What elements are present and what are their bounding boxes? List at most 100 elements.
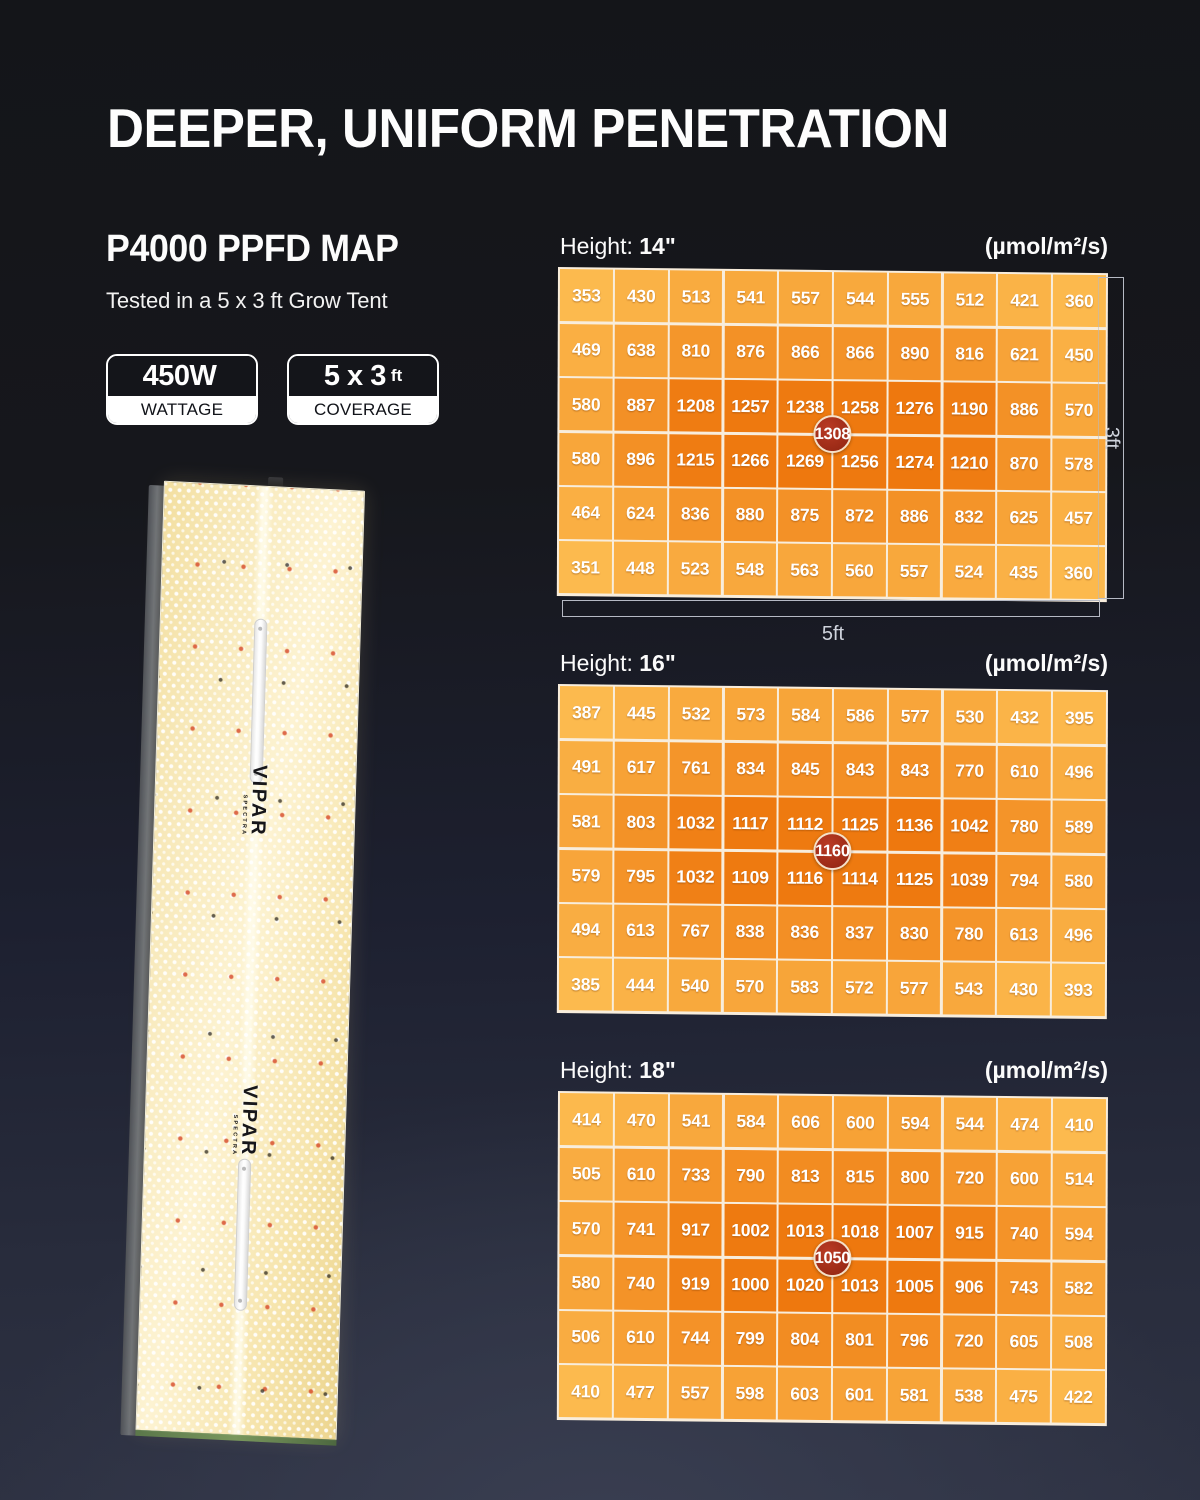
ppfd-cell: 887 bbox=[614, 378, 668, 432]
ppfd-cell: 524 bbox=[942, 545, 996, 599]
ppfd-cell: 505 bbox=[559, 1147, 613, 1201]
ppfd-cell: 740 bbox=[614, 1257, 667, 1310]
ppfd-cell: 886 bbox=[887, 490, 941, 544]
ppfd-cell: 843 bbox=[888, 744, 942, 798]
ppfd-cell: 410 bbox=[559, 1365, 612, 1418]
ppfd-cell: 580 bbox=[559, 378, 613, 431]
ppfd-cell: 610 bbox=[614, 1311, 667, 1365]
wattage-badge-value-row: 450W bbox=[108, 356, 256, 396]
ppfd-cell: 512 bbox=[943, 273, 997, 327]
depth-dimension-label: 3ft bbox=[1100, 426, 1123, 450]
ppfd-cell: 610 bbox=[614, 1148, 668, 1202]
ppfd-cell: 624 bbox=[614, 487, 667, 541]
page-title: DEEPER, UNIFORM PENETRATION bbox=[107, 97, 949, 159]
ppfd-cell: 594 bbox=[1052, 1207, 1106, 1261]
ppfd-cell: 570 bbox=[559, 1202, 613, 1255]
ppfd-cell: 557 bbox=[668, 1366, 722, 1420]
ppfd-cell: 523 bbox=[668, 542, 722, 596]
ppfd-cell: 1032 bbox=[669, 796, 722, 850]
ppfd-cell: 733 bbox=[669, 1149, 723, 1202]
grid-unit-label: (µmol/m²/s) bbox=[984, 233, 1108, 259]
ppfd-cell: 589 bbox=[1052, 800, 1106, 854]
grid-header: Height: 16" (µmol/m²/s) bbox=[558, 650, 1108, 684]
ppfd-cell: 625 bbox=[997, 491, 1051, 545]
ppfd-map-subtitle: Tested in a 5 x 3 ft Grow Tent bbox=[106, 288, 388, 313]
ppfd-cell: 845 bbox=[779, 743, 832, 796]
grid-unit-label: (µmol/m²/s) bbox=[984, 1057, 1108, 1083]
ppfd-cell: 422 bbox=[1052, 1370, 1105, 1424]
ppfd-heatmap-wrapper: 414 470 541 584 606 600 594 544 474 410 505 610 733 7… bbox=[556, 1091, 1108, 1426]
ppfd-cell: 743 bbox=[997, 1261, 1051, 1315]
coverage-badge: 5 x 3 ft COVERAGE bbox=[287, 354, 439, 425]
ppfd-cell: 580 bbox=[559, 1256, 613, 1310]
ppfd-cell: 915 bbox=[943, 1206, 996, 1260]
grid-height-prefix: Height: bbox=[560, 650, 640, 676]
ppfd-cell: 560 bbox=[833, 544, 886, 598]
ppfd-cell: 1117 bbox=[724, 797, 777, 850]
ppfd-cell: 795 bbox=[614, 850, 667, 903]
ppfd-cell: 1042 bbox=[943, 799, 996, 853]
ppfd-cell: 584 bbox=[779, 688, 832, 742]
grid-height-label: Height: 16" bbox=[560, 650, 676, 677]
ppfd-cell: 474 bbox=[998, 1098, 1051, 1151]
ppfd-cell: 1210 bbox=[942, 436, 996, 490]
ppfd-cell: 843 bbox=[833, 743, 887, 797]
ppfd-cell: 1274 bbox=[888, 436, 941, 489]
ppfd-cell: 555 bbox=[888, 273, 942, 326]
ppfd-cell: 563 bbox=[778, 543, 831, 597]
ppfd-cell: 395 bbox=[1053, 691, 1106, 745]
ppfd-cell: 816 bbox=[943, 328, 996, 381]
ppfd-cell: 832 bbox=[942, 491, 996, 544]
ppfd-cell: 577 bbox=[887, 962, 941, 1015]
ppfd-cell: 514 bbox=[1052, 1153, 1106, 1206]
ppfd-cell: 720 bbox=[943, 1152, 996, 1205]
ppfd-cell: 570 bbox=[723, 960, 777, 1013]
ppfd-cell: 872 bbox=[833, 490, 886, 543]
ppfd-grid-block-16in: Height: 16" (µmol/m²/s) 387 445 532 573 584 5… bbox=[556, 650, 1108, 1019]
ppfd-cell: 1266 bbox=[723, 434, 777, 488]
grid-height-label: Height: 14" bbox=[560, 233, 676, 260]
ppfd-cell: 494 bbox=[559, 903, 612, 957]
ppfd-heatmap-wrapper: 387 445 532 573 584 586 577 530 432 395 491 617 761 8… bbox=[556, 684, 1108, 1019]
ppfd-cell: 875 bbox=[778, 489, 832, 543]
panel-led-board: VIPAR SPECTRA VIPAR SPECTRA bbox=[135, 480, 365, 1441]
wattage-badge-value: 450W bbox=[142, 359, 217, 392]
ppfd-cell: 586 bbox=[833, 689, 887, 743]
ppfd-cell: 496 bbox=[1052, 746, 1106, 799]
ppfd-grid-block-18in: Height: 18" (µmol/m²/s) 414 470 541 584 606 6… bbox=[556, 1057, 1108, 1426]
wattage-badge-caption: WATTAGE bbox=[108, 396, 256, 423]
ppfd-cell: 421 bbox=[998, 274, 1051, 327]
ppfd-cell: 475 bbox=[997, 1370, 1050, 1423]
vipar-brand-wordmark: VIPAR bbox=[245, 764, 271, 838]
ppfd-cell: 790 bbox=[724, 1149, 777, 1203]
ppfd-cell: 581 bbox=[887, 1369, 941, 1422]
ppfd-cell: 741 bbox=[614, 1202, 668, 1256]
ppfd-cell: 540 bbox=[668, 959, 722, 1013]
ppfd-cell: 387 bbox=[560, 686, 613, 740]
coverage-badge-value-row: 5 x 3 ft bbox=[289, 356, 437, 396]
ppfd-cell: 1039 bbox=[942, 853, 996, 907]
ppfd-cell: 582 bbox=[1052, 1262, 1105, 1315]
grid-header: Height: 18" (µmol/m²/s) bbox=[558, 1057, 1108, 1091]
ppfd-cell: 579 bbox=[559, 849, 613, 903]
ppfd-cell: 866 bbox=[779, 326, 832, 379]
ppfd-cell: 393 bbox=[1052, 963, 1105, 1017]
ppfd-cell: 836 bbox=[668, 488, 722, 541]
depth-dimension-bracket: 3ft bbox=[1098, 277, 1124, 599]
ppfd-cell: 880 bbox=[723, 488, 777, 542]
ppfd-cell: 1002 bbox=[724, 1204, 777, 1257]
ppfd-cell: 838 bbox=[723, 905, 777, 959]
ppfd-cell: 598 bbox=[723, 1367, 777, 1420]
ppfd-cell: 780 bbox=[997, 800, 1051, 853]
left-info-panel: P4000 PPFD MAP Tested in a 5 x 3 ft Grow… bbox=[106, 228, 526, 425]
ppfd-map-title: P4000 PPFD MAP bbox=[106, 228, 399, 270]
ppfd-cell: 720 bbox=[942, 1315, 996, 1368]
ppfd-cell: 813 bbox=[779, 1150, 832, 1203]
ppfd-cell: 917 bbox=[669, 1203, 722, 1257]
ppfd-cell: 1215 bbox=[669, 433, 722, 487]
center-peak-marker: 1050 bbox=[813, 1239, 852, 1278]
ppfd-cell: 800 bbox=[888, 1151, 942, 1205]
ppfd-cell: 836 bbox=[778, 906, 832, 960]
ppfd-cell: 1109 bbox=[723, 851, 777, 905]
ppfd-cell: 744 bbox=[668, 1312, 722, 1365]
